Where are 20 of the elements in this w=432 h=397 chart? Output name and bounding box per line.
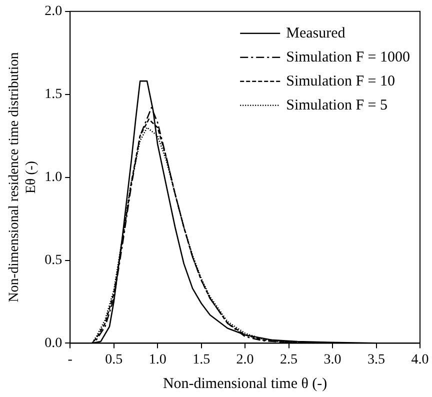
x-tick-label: 3.5 [368, 352, 386, 368]
x-axis-title: Non-dimensional time θ (-) [162, 376, 328, 392]
x-tick-label: - [68, 352, 73, 368]
x-tick-label: 2.5 [280, 352, 298, 368]
y-tick-label: 2.0 [44, 4, 62, 20]
y-axis-title: Non-dimensional residence time distribution Eθ (-) [7, 52, 39, 302]
x-tick-label: 2.0 [236, 352, 254, 368]
x-tick-label: 3.0 [324, 352, 342, 368]
x-tick-label: 0.5 [105, 352, 123, 368]
legend-label: Simulation F = 10 [286, 73, 395, 90]
legend-label: Simulation F = 5 [286, 97, 388, 114]
y-tick-label: 0.0 [44, 336, 62, 351]
x-tick-label: 1.0 [148, 352, 166, 368]
y-tick-label: 0.5 [44, 252, 62, 268]
legend-label: Simulation F = 1000 [286, 49, 410, 66]
legend-label: Measured [286, 25, 346, 42]
x-tick-label: 1.5 [192, 352, 210, 368]
x-tick-label: 4.0 [411, 352, 429, 368]
y-tick-label: 1.0 [44, 170, 62, 185]
y-tick-label: 1.5 [44, 87, 62, 102]
